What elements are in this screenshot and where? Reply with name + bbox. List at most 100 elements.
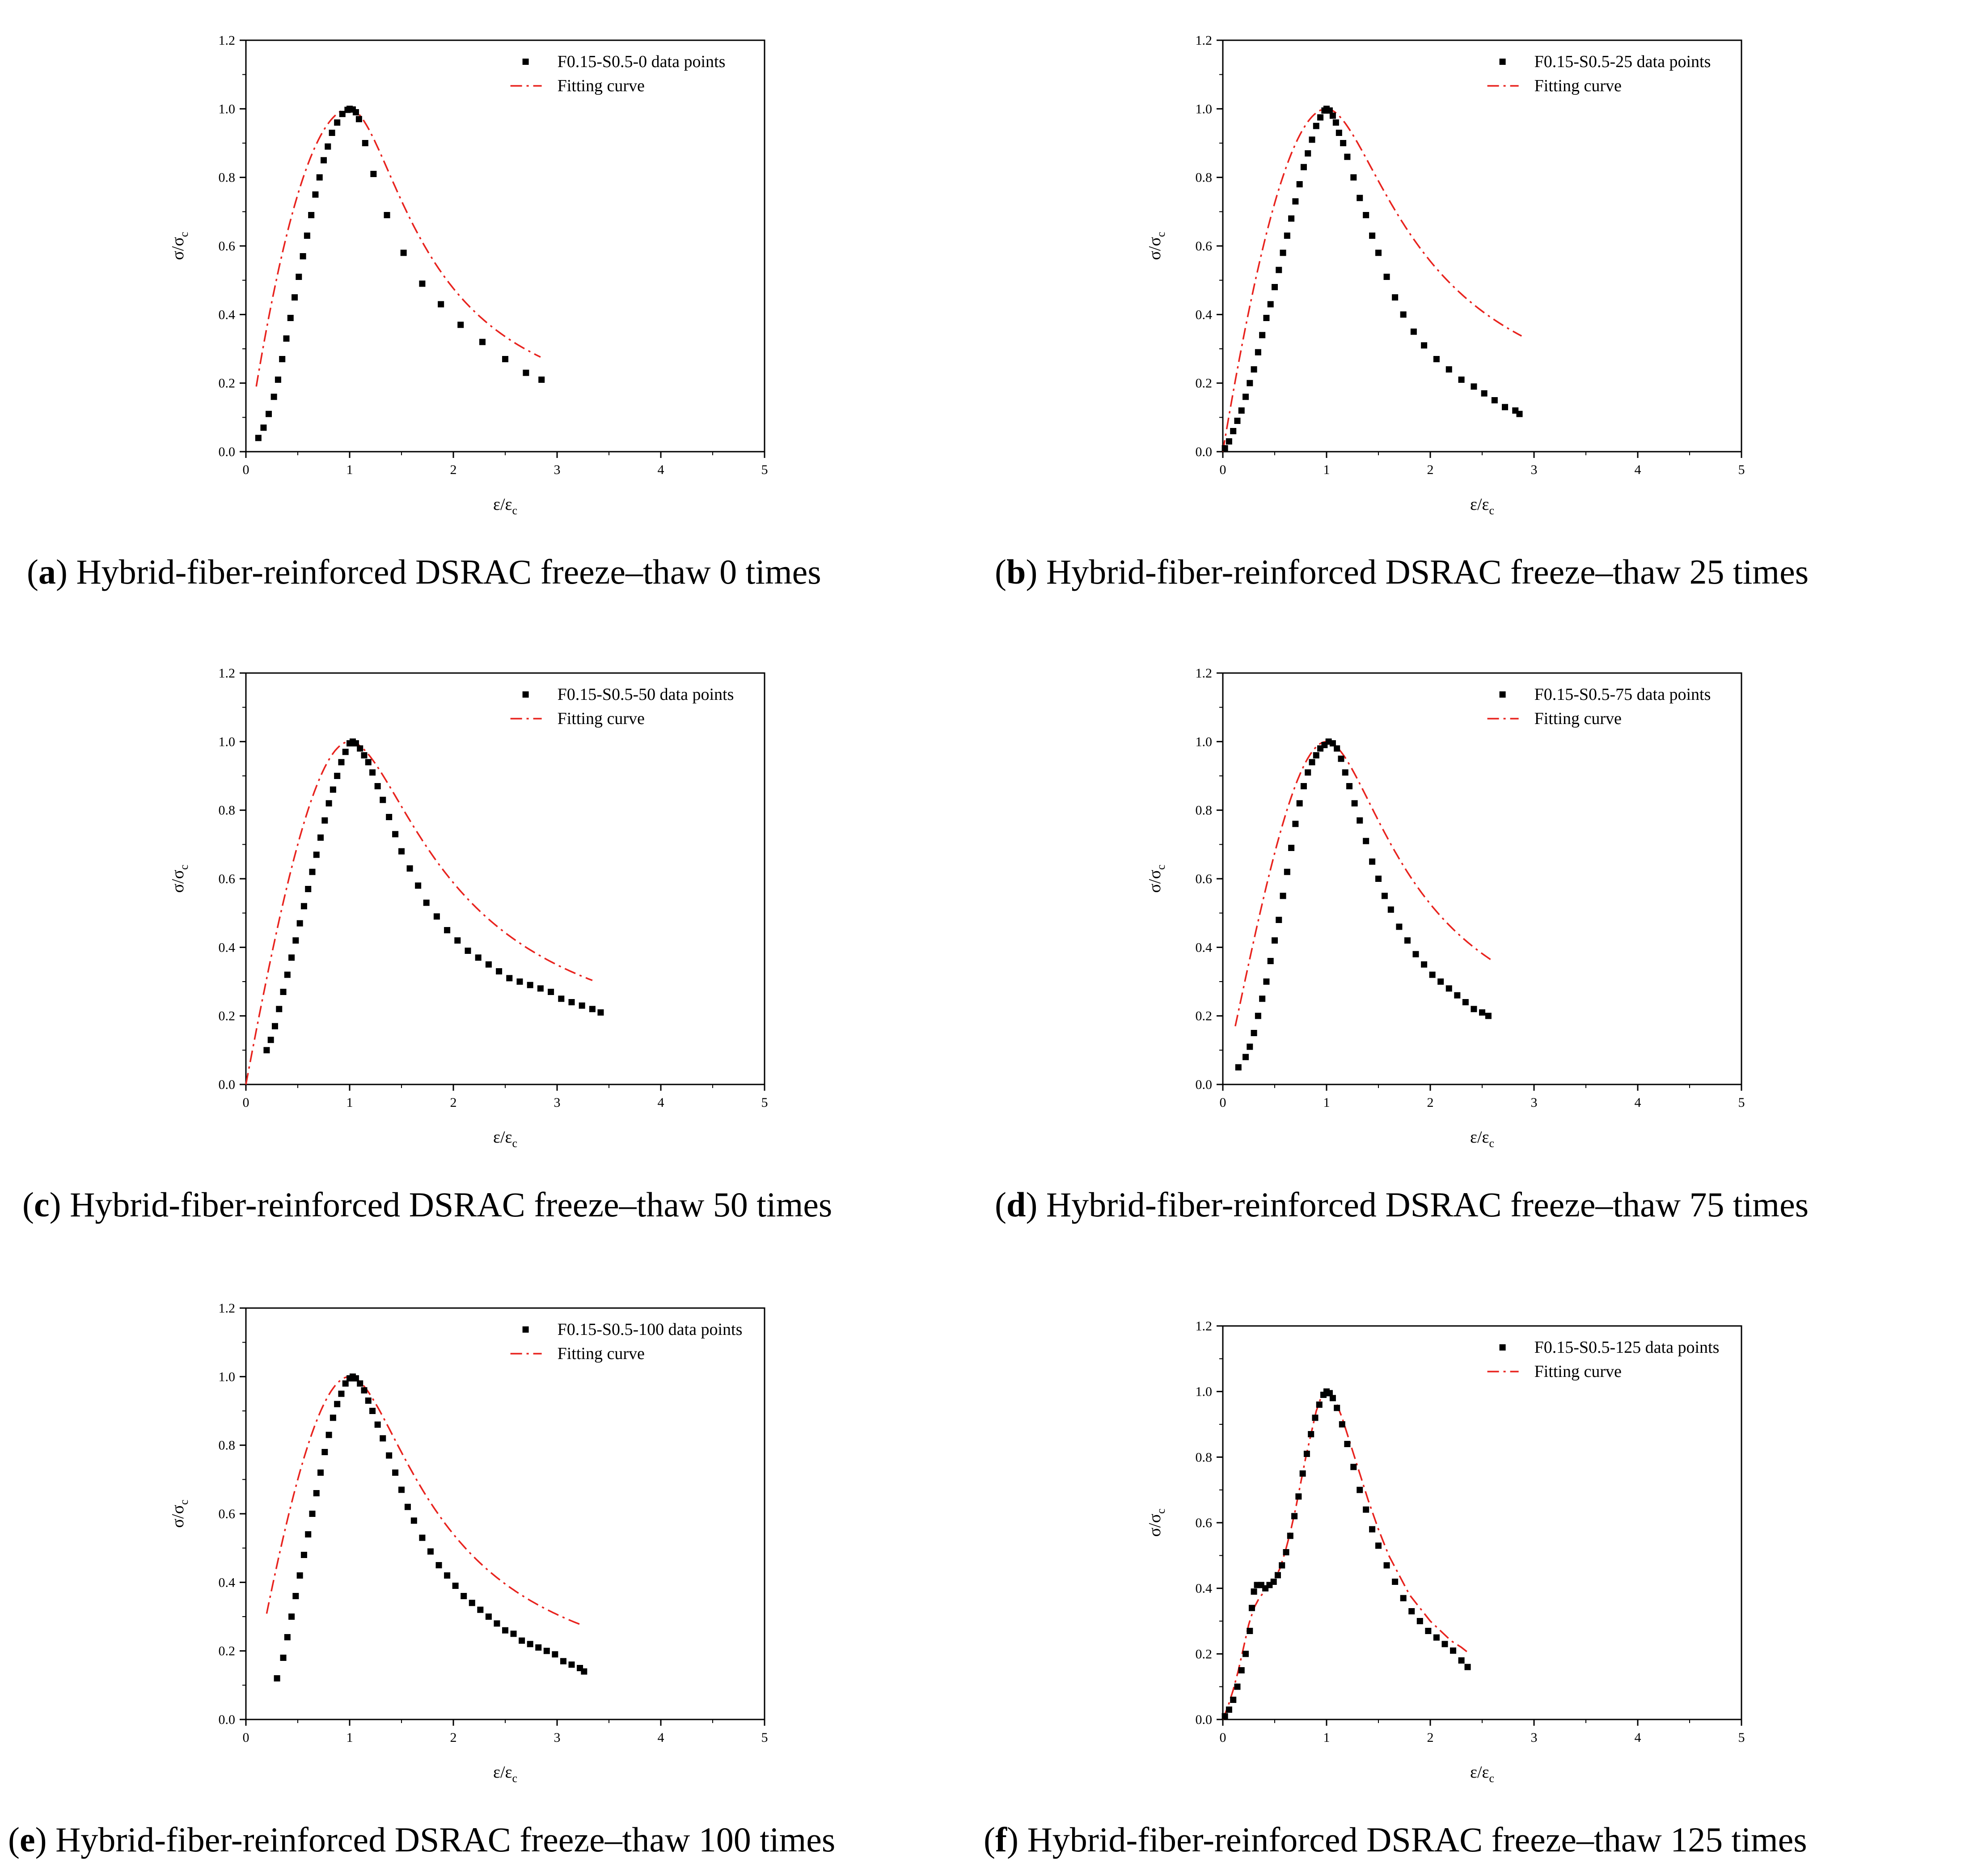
caption-a: (a) Hybrid-fiber-reinforced DSRAC freeze… <box>27 552 821 591</box>
data-point-d-33 <box>1387 906 1394 913</box>
x-tick-label-c-4: 4 <box>658 1095 664 1110</box>
legend-marker-e <box>522 1326 529 1333</box>
y-tick-label-e-3: 0.6 <box>219 1507 236 1521</box>
y-tick-label-c-4: 0.8 <box>219 803 236 818</box>
data-point-c-27 <box>374 783 381 789</box>
data-point-c-30 <box>392 831 399 838</box>
data-point-e-33 <box>435 1562 442 1568</box>
data-point-e-28 <box>398 1486 405 1493</box>
data-point-b-10 <box>1263 315 1270 321</box>
x-axis-label-sub-e: c <box>512 1772 517 1785</box>
data-point-d-16 <box>1305 769 1311 776</box>
y-tick-label-e-4: 0.8 <box>219 1438 236 1453</box>
chart-panel-b: 0 1 2 3 4 5 0.0 0.2 0.4 0.6 0.8 1.0 1.2 ε/εc σ/σc F0.15… <box>1084 9 1782 523</box>
y-axis-label-b: σ/σc <box>1145 232 1167 260</box>
data-point-f-14 <box>1274 1572 1281 1579</box>
data-point-f-18 <box>1291 1513 1298 1520</box>
data-point-c-33 <box>415 882 422 889</box>
data-point-d-3 <box>1251 1030 1257 1036</box>
legend-marker-b <box>1499 59 1506 65</box>
data-point-a-11 <box>304 233 310 239</box>
data-point-e-23 <box>369 1408 376 1414</box>
data-point-d-10 <box>1280 893 1286 899</box>
data-point-a-4 <box>275 377 281 383</box>
data-point-e-1 <box>280 1655 287 1661</box>
data-point-d-23 <box>1334 745 1340 752</box>
data-point-e-14 <box>334 1401 341 1407</box>
data-point-c-35 <box>433 913 440 920</box>
data-point-c-43 <box>516 978 523 985</box>
data-point-f-28 <box>1329 1395 1336 1402</box>
data-point-c-18 <box>338 759 345 766</box>
data-point-b-17 <box>1292 198 1299 205</box>
x-tick-label-e-1: 1 <box>347 1730 353 1745</box>
data-point-a-12 <box>308 212 315 218</box>
data-point-d-0 <box>1235 1064 1242 1071</box>
data-point-a-26 <box>370 171 377 177</box>
data-point-c-24 <box>361 752 368 758</box>
data-point-a-25 <box>362 140 368 146</box>
data-point-b-23 <box>1317 114 1324 121</box>
y-tick-label-b-0: 0.0 <box>1196 445 1213 459</box>
y-tick-label-b-5: 1.0 <box>1196 102 1213 116</box>
x-axis-label-sub-c: c <box>512 1137 517 1150</box>
data-point-b-48 <box>1502 404 1509 411</box>
y-tick-label-a-2: 0.4 <box>219 307 236 322</box>
data-point-f-21 <box>1303 1451 1310 1457</box>
chart-e-svg: 0 1 2 3 4 5 0.0 0.2 0.4 0.6 0.8 1.0 1.2 ε/εc σ/σc F0.15… <box>169 1301 768 1785</box>
data-point-e-24 <box>374 1421 381 1428</box>
data-point-c-16 <box>330 786 336 793</box>
data-point-b-16 <box>1288 215 1295 222</box>
x-tick-label-f-1: 1 <box>1323 1730 1330 1745</box>
data-point-e-43 <box>519 1637 525 1644</box>
data-point-b-26 <box>1326 107 1333 114</box>
data-point-e-6 <box>300 1552 307 1558</box>
y-tick-label-b-1: 0.2 <box>1196 376 1213 391</box>
data-point-c-46 <box>548 989 554 995</box>
x-tick-label-c-1: 1 <box>347 1095 353 1110</box>
data-point-b-4 <box>1238 407 1245 414</box>
data-point-f-1 <box>1226 1707 1232 1713</box>
fitting-curve-b <box>1222 108 1522 452</box>
y-tick-label-e-2: 0.4 <box>219 1575 236 1590</box>
y-tick-label-b-6: 1.2 <box>1196 33 1213 48</box>
caption-c: (c) Hybrid-fiber-reinforced DSRAC freeze… <box>22 1185 833 1224</box>
data-point-c-19 <box>342 749 349 755</box>
legend-label-fit-b: Fitting curve <box>1534 76 1622 95</box>
data-point-e-32 <box>427 1548 434 1555</box>
data-point-f-7 <box>1248 1605 1255 1611</box>
data-point-c-38 <box>465 948 471 954</box>
y-axis-label-d: σ/σc <box>1145 864 1167 893</box>
x-tick-label-f-4: 4 <box>1635 1730 1641 1745</box>
data-point-a-14 <box>316 174 323 181</box>
data-point-d-17 <box>1309 759 1315 766</box>
x-tick-label-b-0: 0 <box>1220 462 1226 477</box>
x-tick-label-f-5: 5 <box>1738 1730 1745 1745</box>
data-point-d-40 <box>1445 985 1452 992</box>
data-point-f-29 <box>1334 1405 1340 1411</box>
data-point-b-0 <box>1221 445 1228 452</box>
data-point-b-40 <box>1410 328 1417 335</box>
legend-label-data-d: F0.15-S0.5-75 data points <box>1534 685 1711 704</box>
data-point-b-47 <box>1491 397 1498 403</box>
data-point-e-39 <box>485 1613 492 1620</box>
data-point-d-8 <box>1272 937 1278 944</box>
data-point-b-18 <box>1296 181 1303 187</box>
data-point-c-28 <box>380 796 386 803</box>
data-point-b-27 <box>1329 112 1336 119</box>
data-point-e-48 <box>560 1658 566 1664</box>
x-tick-label-a-5: 5 <box>761 462 768 477</box>
chart-f-svg: 0 1 2 3 4 5 0.0 0.2 0.4 0.6 0.8 1.0 1.2 ε/εc σ/σc F0.15… <box>1145 1319 1745 1785</box>
data-point-f-2 <box>1230 1697 1237 1703</box>
x-tick-label-a-4: 4 <box>658 462 664 477</box>
caption-a-text: Hybrid-fiber-reinforced DSRAC freeze–tha… <box>76 552 821 591</box>
data-point-b-19 <box>1300 164 1307 170</box>
fitting-curve-e <box>266 1376 583 1626</box>
data-point-f-23 <box>1312 1414 1319 1421</box>
x-tick-label-b-1: 1 <box>1323 462 1330 477</box>
chart-c-svg: 0 1 2 3 4 5 0.0 0.2 0.4 0.6 0.8 1.0 1.2 ε/εc σ/σc F0.15… <box>169 666 768 1150</box>
data-point-e-30 <box>410 1517 417 1524</box>
data-point-e-25 <box>380 1435 386 1442</box>
data-point-f-4 <box>1238 1667 1245 1673</box>
data-point-e-31 <box>419 1534 426 1541</box>
